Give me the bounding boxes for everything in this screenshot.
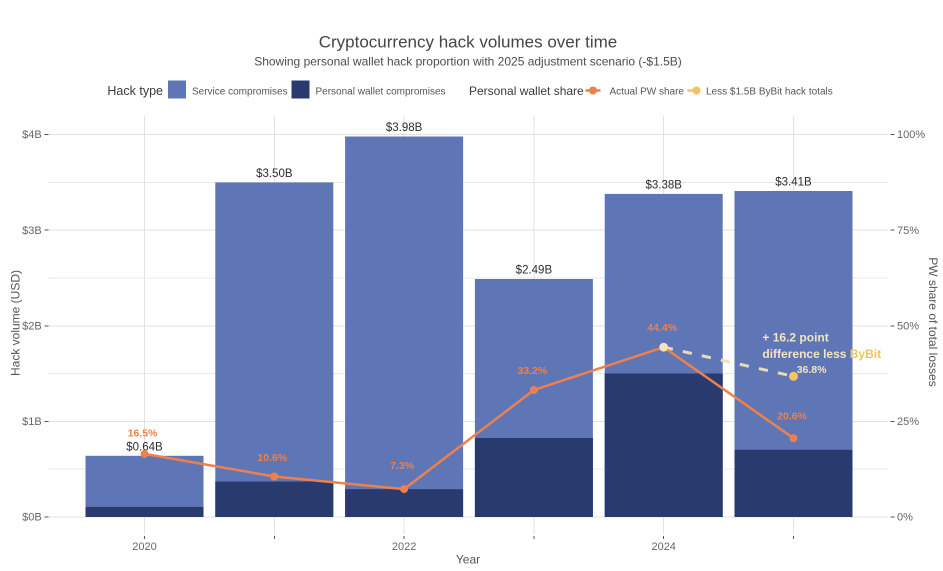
svg-text:Personal wallet share: Personal wallet share — [469, 84, 584, 98]
svg-text:$1B: $1B — [22, 416, 42, 428]
svg-text:$0.64B: $0.64B — [126, 441, 163, 453]
svg-text:44.4%: 44.4% — [647, 322, 677, 334]
svg-text:0%: 0% — [897, 512, 913, 524]
svg-text:difference less ByBit: difference less ByBit — [762, 347, 881, 361]
svg-text:Showing personal wallet hack p: Showing personal wallet hack proportion … — [254, 55, 682, 69]
svg-text:Actual PW share: Actual PW share — [610, 87, 685, 98]
svg-text:$4B: $4B — [22, 129, 42, 141]
svg-text:7.3%: 7.3% — [390, 460, 415, 472]
svg-text:$2B: $2B — [22, 320, 42, 332]
svg-text:$0B: $0B — [22, 512, 42, 524]
svg-text:+ 16.2 point: + 16.2 point — [762, 330, 828, 344]
svg-text:Hack type: Hack type — [107, 84, 163, 98]
svg-text:36.8%: 36.8% — [797, 364, 827, 376]
svg-text:$2.49B: $2.49B — [516, 265, 553, 277]
svg-text:Less $1.5B ByBit hack totals: Less $1.5B ByBit hack totals — [706, 87, 833, 98]
svg-text:Personal wallet compromises: Personal wallet compromises — [316, 87, 446, 98]
svg-text:$3.50B: $3.50B — [256, 168, 293, 180]
svg-text:2020: 2020 — [132, 541, 156, 553]
svg-text:50%: 50% — [897, 320, 919, 332]
svg-text:$3B: $3B — [22, 225, 42, 237]
svg-text:PW share of total losses: PW share of total losses — [926, 257, 940, 386]
svg-text:$3.41B: $3.41B — [775, 177, 812, 189]
svg-text:16.5%: 16.5% — [128, 427, 158, 439]
svg-text:Hack volume (USD): Hack volume (USD) — [9, 270, 23, 376]
svg-text:Service compromises: Service compromises — [192, 87, 288, 98]
svg-text:25%: 25% — [897, 416, 919, 428]
svg-text:$3.38B: $3.38B — [645, 179, 682, 191]
svg-text:33.2%: 33.2% — [518, 365, 548, 377]
svg-text:100%: 100% — [897, 129, 925, 141]
svg-text:Cryptocurrency hack volumes ov: Cryptocurrency hack volumes over time — [319, 33, 618, 52]
svg-text:2022: 2022 — [392, 541, 416, 553]
svg-text:20.6%: 20.6% — [777, 411, 807, 423]
svg-text:10.6%: 10.6% — [257, 452, 287, 464]
svg-text:$3.98B: $3.98B — [386, 122, 423, 134]
svg-text:75%: 75% — [897, 225, 919, 237]
svg-text:2024: 2024 — [651, 541, 675, 553]
svg-text:Year: Year — [456, 553, 480, 567]
